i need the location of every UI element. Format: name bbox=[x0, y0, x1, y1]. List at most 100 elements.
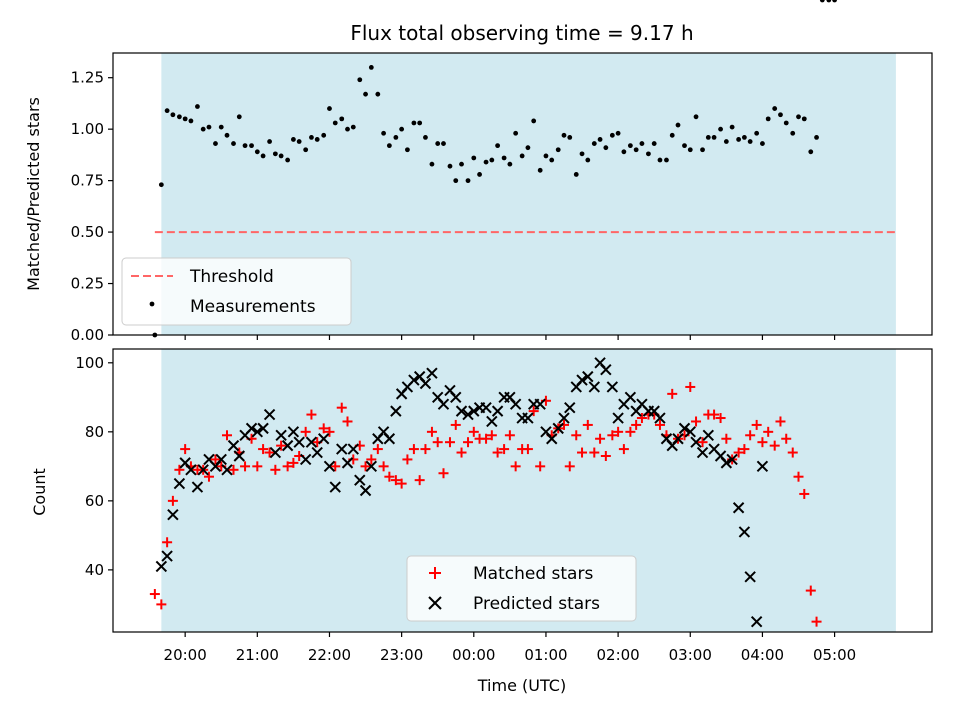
predicted-star-point bbox=[576, 374, 588, 386]
top-legend-box bbox=[121, 257, 352, 326]
predicted-star-point bbox=[197, 464, 209, 476]
measurement-point bbox=[170, 112, 176, 118]
measurement-point bbox=[447, 163, 453, 169]
predicted-star-point bbox=[323, 460, 336, 473]
matched-star-point bbox=[787, 447, 798, 458]
matched-star-point bbox=[571, 430, 582, 441]
measurement-point bbox=[339, 116, 345, 122]
predicted-star-point bbox=[173, 477, 186, 490]
predicted-star-point bbox=[221, 464, 233, 476]
measurement-point bbox=[206, 124, 212, 130]
bottom-legend-box bbox=[406, 555, 637, 622]
measurement-point bbox=[188, 118, 194, 124]
matched-star-point bbox=[408, 444, 419, 455]
predicted-star-point bbox=[299, 453, 312, 466]
matched-star-point bbox=[697, 437, 708, 448]
measurement-point bbox=[176, 114, 182, 120]
measurement-point bbox=[267, 139, 272, 144]
predicted-star-point bbox=[251, 426, 264, 438]
matched-star-point bbox=[625, 426, 636, 437]
predicted-star-point bbox=[606, 381, 619, 393]
count-panel: 40 60 80 100 20:00 21:00 22:00 23:00 00:00 01:00… bbox=[30, 348, 933, 695]
matched-star-point bbox=[589, 447, 600, 458]
predicted-star-point bbox=[744, 571, 756, 583]
matched-star-point bbox=[324, 426, 335, 437]
predicted-star-point bbox=[161, 550, 173, 562]
measurement-point bbox=[832, 0, 837, 3]
predicted-star-point bbox=[341, 457, 354, 469]
measurement-point bbox=[657, 157, 663, 163]
matched-star-point bbox=[739, 444, 750, 455]
matched-star-point bbox=[444, 437, 455, 448]
measurement-point bbox=[603, 145, 609, 151]
measurement-point bbox=[549, 157, 555, 163]
matched-star-point bbox=[288, 457, 299, 468]
measurement-point bbox=[754, 130, 760, 136]
matched-star-point bbox=[282, 461, 293, 472]
measurement-point bbox=[224, 132, 230, 138]
y-tick-label: 40 bbox=[85, 561, 104, 579]
measurement-point bbox=[747, 139, 753, 144]
measurement-point bbox=[778, 112, 783, 118]
matched-star-point bbox=[775, 416, 786, 427]
predicted-star-point bbox=[552, 422, 564, 435]
measurement-point bbox=[417, 120, 423, 126]
measurement-point bbox=[321, 132, 327, 138]
measurement-point bbox=[441, 141, 446, 146]
measurement-point bbox=[285, 157, 291, 163]
measurement-point bbox=[808, 149, 814, 155]
predicted-star-point bbox=[468, 405, 480, 417]
predicted-star-point bbox=[588, 381, 601, 393]
matched-star-point bbox=[757, 437, 768, 448]
measurement-point bbox=[158, 182, 164, 188]
measurement-point bbox=[513, 130, 519, 136]
matched-star-point bbox=[535, 461, 546, 472]
predicted-star-point bbox=[726, 453, 738, 466]
matched-star-point bbox=[769, 440, 780, 451]
measurement-point bbox=[597, 137, 603, 142]
predicted-star-point bbox=[408, 374, 420, 386]
predicted-star-point bbox=[582, 370, 594, 383]
matched-star-point bbox=[402, 454, 413, 465]
predicted-star-point bbox=[672, 433, 684, 445]
matched-star-point bbox=[372, 444, 383, 455]
y-tick-label: 0.00 bbox=[71, 326, 104, 344]
measurement-point bbox=[483, 159, 489, 165]
predicted-star-point bbox=[305, 436, 318, 448]
predicted-star-point bbox=[720, 457, 733, 469]
measurement-point bbox=[368, 65, 374, 70]
predicted-star-point bbox=[215, 453, 227, 466]
predicted-star-point bbox=[275, 429, 287, 441]
predicted-star-point bbox=[419, 377, 432, 390]
y-tick-label: 1.00 bbox=[71, 120, 104, 138]
predicted-star-point bbox=[293, 436, 305, 448]
matched-star-point bbox=[631, 419, 642, 430]
measurement-point bbox=[664, 157, 669, 163]
predicted-star-point bbox=[486, 415, 498, 428]
matched-star-point bbox=[432, 437, 443, 448]
predicted-star-point bbox=[558, 412, 570, 424]
predicted-star-point bbox=[450, 391, 462, 404]
ratio-panel: 0.00 0.25 0.50 0.75 1.00 1.25 Flux total obse… bbox=[24, 0, 933, 344]
predicted-star-point bbox=[509, 398, 522, 410]
predicted-legend-swatch bbox=[428, 596, 442, 610]
predicted-star-point bbox=[455, 405, 468, 417]
measurement-point bbox=[700, 147, 705, 153]
matched-star-point bbox=[685, 381, 696, 392]
matched-star-point bbox=[203, 471, 214, 482]
matched-star-point bbox=[156, 599, 167, 610]
measurement-point bbox=[531, 118, 537, 124]
predicted-star-point bbox=[522, 412, 534, 424]
x-tick-label: 02:00 bbox=[596, 646, 639, 664]
matched-star-point bbox=[396, 478, 407, 489]
x-tick-label: 03:00 bbox=[669, 646, 712, 664]
matched-star-point bbox=[709, 409, 720, 420]
matched-star-point bbox=[577, 447, 588, 458]
measurement-point bbox=[471, 155, 477, 161]
matched-star-point bbox=[781, 433, 792, 444]
measurement-point bbox=[561, 132, 567, 138]
matched-star-point bbox=[607, 430, 618, 441]
measurement-point bbox=[345, 126, 350, 132]
x-tick-label: 00:00 bbox=[452, 646, 495, 664]
predicted-star-point bbox=[696, 446, 709, 459]
